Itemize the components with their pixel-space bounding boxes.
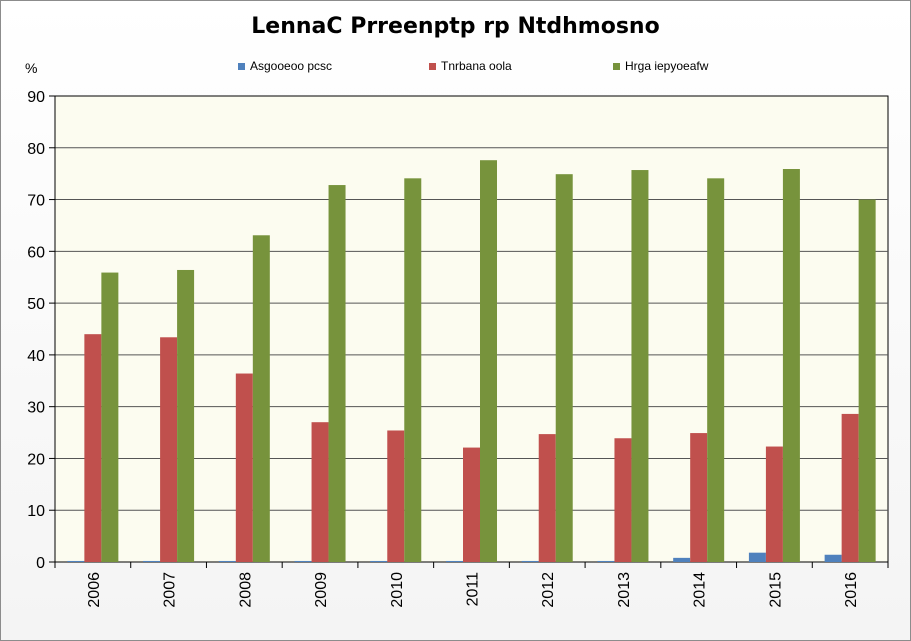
bar-2014-series-1 xyxy=(673,557,691,562)
x-tick-label-2008: 2008 xyxy=(237,572,254,608)
bar-2012-series-1 xyxy=(521,560,539,562)
legend-swatch-series-3 xyxy=(613,62,620,70)
legend-swatch-series-1 xyxy=(238,62,245,70)
x-tick-label-2015: 2015 xyxy=(767,572,784,608)
bar-2009-series-3 xyxy=(328,185,346,562)
bar-2006-series-1 xyxy=(67,560,85,562)
legend-item-series-1: Asgooeoo pcsc xyxy=(238,59,332,73)
legend-item-series-2: Tnrbana oola xyxy=(429,59,512,73)
bar-2014-series-2 xyxy=(690,433,708,562)
legend-label-series-1: Asgooeoo pcsc xyxy=(250,59,333,73)
y-tick-label-10: 10 xyxy=(27,503,45,520)
bar-2016-series-3 xyxy=(858,199,876,563)
bar-2014-series-3 xyxy=(707,178,725,562)
y-tick-label-50: 50 xyxy=(27,296,45,313)
y-tick-label-40: 40 xyxy=(27,348,45,365)
bar-2016-series-2 xyxy=(841,413,859,562)
bar-2010-series-2 xyxy=(387,430,405,562)
bar-2006-series-2 xyxy=(84,334,102,562)
bar-2015-series-1 xyxy=(748,552,766,562)
legend: Asgooeoo pcsc Tnrbana oola Hrga iepyoeaf… xyxy=(0,59,911,77)
bar-2013-series-3 xyxy=(631,170,649,562)
x-tick-label-2014: 2014 xyxy=(692,572,709,608)
legend-label-series-2: Tnrbana oola xyxy=(441,59,512,73)
bar-2010-series-1 xyxy=(370,560,388,562)
bar-2011-series-2 xyxy=(463,447,480,562)
x-tick-label-2007: 2007 xyxy=(162,572,179,608)
bar-2016-series-1 xyxy=(824,554,842,562)
legend-item-series-3: Hrga iepyoeafw xyxy=(613,59,708,73)
y-tick-label-0: 0 xyxy=(36,555,45,572)
bar-2008-series-1 xyxy=(218,560,236,562)
bar-2012-series-3 xyxy=(555,174,573,562)
bar-2007-series-1 xyxy=(143,560,161,562)
y-tick-label-90: 90 xyxy=(27,89,45,106)
y-tick-label-30: 30 xyxy=(27,400,45,417)
bar-2013-series-1 xyxy=(597,560,615,562)
bar-2006-series-3 xyxy=(101,272,119,562)
bar-2013-series-2 xyxy=(614,438,632,562)
x-tick-label-2006: 2006 xyxy=(86,572,103,608)
x-tick-label-2016: 2016 xyxy=(843,572,860,608)
bar-2007-series-2 xyxy=(160,337,178,562)
x-tick-label-2010: 2010 xyxy=(389,572,406,608)
bar-2012-series-2 xyxy=(538,434,556,562)
bar-2015-series-3 xyxy=(782,169,800,563)
x-tick-label-2013: 2013 xyxy=(616,572,633,608)
bar-2010-series-3 xyxy=(404,178,422,562)
y-tick-label-20: 20 xyxy=(27,451,45,468)
x-tick-label-2012: 2012 xyxy=(540,572,557,608)
bar-2009-series-2 xyxy=(311,422,329,562)
bar-2008-series-3 xyxy=(252,235,270,562)
y-axis-label: % xyxy=(25,60,38,76)
bar-2011-series-3 xyxy=(480,160,497,562)
bar-2011-series-1 xyxy=(446,560,463,562)
y-tick-label-60: 60 xyxy=(27,244,45,261)
legend-label-series-3: Hrga iepyoeafw xyxy=(625,59,709,73)
legend-swatch-series-2 xyxy=(429,62,436,70)
x-tick-label-2011: 2011 xyxy=(465,572,482,607)
bar-2015-series-2 xyxy=(765,446,783,562)
y-tick-label-80: 80 xyxy=(27,141,45,158)
chart-title: LennaC Prreenptp rp Ntdhmosno xyxy=(251,14,660,39)
x-tick-label-2009: 2009 xyxy=(313,572,330,608)
y-tick-label-70: 70 xyxy=(27,193,45,210)
bar-2008-series-2 xyxy=(235,373,253,562)
bar-2007-series-3 xyxy=(177,269,195,562)
bar-2009-series-1 xyxy=(294,560,312,562)
